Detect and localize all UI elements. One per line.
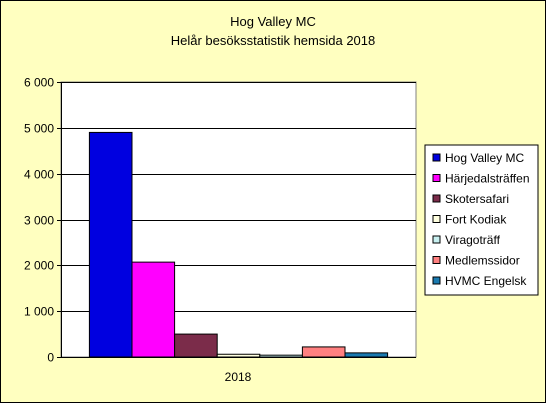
y-tick-label: 5 000 — [24, 122, 54, 136]
legend-label: Härjedalsträffen — [445, 172, 530, 186]
chart-subtitle: Helår besöksstatistik hemsida 2018 — [171, 33, 376, 48]
legend-swatch — [432, 215, 441, 223]
legend-label: Viragoträff — [445, 233, 501, 247]
legend-label: Hog Valley MC — [445, 151, 524, 165]
y-axis: 0 1 000 2 000 3 000 4 000 5 000 6 000 — [24, 76, 416, 365]
legend-items: Hog Valley MC Härjedalsträffen Skotersafar… — [432, 151, 530, 288]
legend-label: Fort Kodiak — [445, 213, 507, 227]
legend-label: Medlemssidor — [445, 254, 520, 268]
bar-hvmc-engelsk — [344, 352, 389, 358]
y-tick-label: 1 000 — [24, 305, 54, 319]
bar-fort-kodiak — [216, 353, 261, 358]
y-tick-label: 4 000 — [24, 168, 54, 182]
legend-swatch — [432, 174, 441, 182]
legend-label: Skotersafari — [445, 192, 509, 206]
y-tick-label: 0 — [47, 351, 54, 365]
y-tick-label: 2 000 — [24, 259, 54, 273]
bar-h-rjedalstr-ffen — [131, 261, 176, 358]
legend-swatch — [432, 276, 441, 285]
legend-label: HVMC Engelsk — [445, 274, 527, 288]
bar-medlemssidor — [301, 346, 346, 358]
legend-swatch — [432, 256, 441, 264]
legend — [424, 144, 539, 296]
bar-viragotr-ff — [259, 354, 303, 358]
bar-hog-valley-mc — [88, 131, 133, 358]
x-tick-label: 2018 — [225, 370, 252, 384]
legend-swatch — [432, 153, 441, 162]
chart-title: Hog Valley MC — [230, 14, 316, 29]
y-tick-label: 3 000 — [24, 214, 54, 228]
legend-swatch — [432, 194, 441, 203]
y-tick-label: 6 000 — [24, 76, 54, 90]
legend-swatch — [432, 235, 441, 244]
bars — [88, 131, 389, 358]
bar-skotersafari — [174, 333, 218, 358]
